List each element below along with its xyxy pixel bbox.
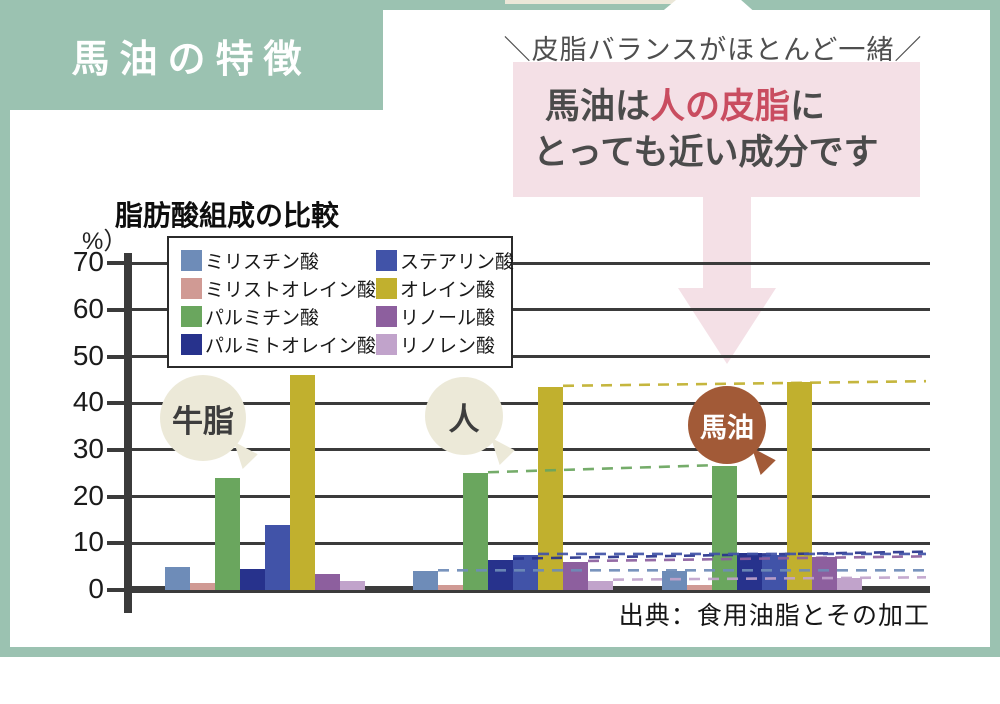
- dashed-link-オレイン酸: [562, 379, 927, 388]
- y-tick-mark: [107, 447, 127, 452]
- dashed-link-リノレン酸: [612, 576, 927, 581]
- top-border-notch: [660, 0, 756, 13]
- grid-line-30: [130, 448, 930, 452]
- legend-item-リノレン酸: リノレン酸: [376, 330, 514, 358]
- y-tick-label: 70: [72, 246, 104, 278]
- tagline-text: ＼皮脂バランスがほとんど一緒／: [503, 35, 923, 65]
- legend-label: ミリストオレイン酸: [205, 279, 377, 301]
- y-tick-mark: [107, 401, 127, 406]
- chart-title: 脂肪酸組成の比較: [115, 200, 340, 231]
- group-bubble-人: 人: [425, 377, 503, 455]
- callout-line-1: 馬油は人の皮脂に: [513, 84, 825, 130]
- y-tick-label: 0: [88, 573, 104, 604]
- page-title: 馬油の特徴: [71, 38, 312, 81]
- dashed-link-パルミトオレイン酸: [512, 550, 927, 560]
- dashed-link-リノール酸: [587, 555, 927, 563]
- legend-item-リノール酸: リノール酸: [376, 302, 514, 330]
- legend-item-ミリストオレイン酸: ミリストオレイン酸: [181, 274, 376, 302]
- y-axis-line: [124, 253, 132, 613]
- legend-swatch: [181, 333, 202, 355]
- legend-swatch: [181, 277, 202, 299]
- legend-label: オレイン酸: [400, 279, 496, 301]
- y-tick-label: 10: [72, 526, 104, 558]
- y-tick-label: 20: [72, 479, 104, 511]
- legend-swatch: [376, 277, 398, 299]
- grid-line-70: [130, 261, 930, 265]
- callout-text: 馬油は: [545, 86, 651, 126]
- legend-item-ステアリン酸: ステアリン酸: [376, 246, 514, 274]
- group-bubble-馬油: 馬油: [688, 386, 766, 464]
- y-tick-label: 40: [72, 386, 104, 418]
- legend-label: ミリスチン酸: [205, 251, 320, 273]
- bar-牛脂-パルミチン酸: [215, 477, 240, 590]
- bar-牛脂-リノール酸: [315, 573, 340, 590]
- legend-swatch: [376, 305, 398, 327]
- grid-line-50: [130, 355, 930, 358]
- legend-swatch: [181, 305, 202, 327]
- bar-馬油-リノレン酸: [837, 578, 862, 590]
- bar-馬油-ミリストオレイン酸: [687, 585, 712, 590]
- grid-line-20: [130, 495, 930, 499]
- cropped-top-decoration: [505, 0, 676, 4]
- y-tick-mark: [107, 307, 127, 312]
- bar-人-ミリスチン酸: [413, 571, 438, 590]
- dashed-link-パルミチン酸: [487, 463, 713, 474]
- legend-label: パルミトオレイン酸: [205, 335, 377, 357]
- y-tick-mark: [107, 261, 127, 266]
- grid-line-40: [130, 401, 930, 405]
- bar-人-ステアリン酸: [513, 554, 538, 590]
- grid-line-10: [130, 541, 930, 545]
- callout-box: 馬油は人の皮脂に とっても近い成分です: [513, 62, 920, 197]
- bar-人-リノレン酸: [588, 580, 613, 590]
- legend-swatch: [181, 249, 202, 271]
- y-tick-mark: [107, 494, 127, 499]
- bar-牛脂-リノレン酸: [340, 580, 365, 590]
- y-tick-mark: [107, 541, 127, 546]
- legend-item-パルミチン酸: パルミチン酸: [181, 302, 376, 330]
- legend-item-パルミトオレイン酸: パルミトオレイン酸: [181, 330, 376, 358]
- y-axis-unit: %）: [82, 228, 128, 255]
- bar-人-パルミトオレイン酸: [488, 559, 513, 590]
- callout-emphasis: 人の皮脂: [650, 86, 791, 126]
- bar-馬油-オレイン酸: [787, 382, 812, 590]
- y-tick-mark: [107, 354, 127, 359]
- bar-牛脂-パルミトオレイン酸: [240, 568, 265, 590]
- legend-item-ミリスチン酸: ミリスチン酸: [181, 246, 376, 274]
- legend-swatch: [376, 249, 398, 271]
- y-tick-label: 30: [72, 432, 104, 464]
- y-tick-label: 60: [72, 292, 104, 324]
- legend-label: リノール酸: [400, 307, 496, 329]
- legend-label: ステアリン酸: [400, 251, 515, 273]
- bar-牛脂-ミリスチン酸: [165, 566, 190, 590]
- callout-line-2: とっても近い成分です: [533, 132, 879, 172]
- y-tick-mark: [107, 588, 127, 592]
- legend-label: リノレン酸: [400, 335, 496, 357]
- group-bubble-牛脂: 牛脂: [160, 375, 246, 461]
- bar-人-オレイン酸: [538, 386, 563, 590]
- bar-牛脂-ミリストオレイン酸: [190, 582, 215, 590]
- callout-text-post: に: [790, 86, 826, 126]
- bar-人-ミリストオレイン酸: [438, 585, 463, 590]
- source-citation: 出典：食用油脂とその加工: [618, 602, 930, 630]
- y-tick-label: 50: [72, 339, 104, 371]
- bar-人-リノール酸: [563, 561, 588, 590]
- bar-馬油-ミリスチン酸: [662, 571, 687, 590]
- legend-swatch: [376, 333, 398, 355]
- legend-item-オレイン酸: オレイン酸: [376, 274, 514, 302]
- bar-馬油-リノール酸: [812, 557, 837, 590]
- grid-line-60: [130, 308, 930, 312]
- legend: ミリスチン酸ミリストオレイン酸 パルミチン酸パルミトオレイン酸 ステアリン酸 オレイン…: [167, 236, 514, 368]
- down-arrow-head: [678, 288, 776, 364]
- legend-label: パルミチン酸: [205, 307, 320, 329]
- bar-牛脂-ステアリン酸: [265, 524, 290, 590]
- header-banner: 馬油の特徴: [0, 0, 383, 110]
- bar-牛脂-オレイン酸: [290, 375, 315, 590]
- down-arrow-shaft: [703, 196, 751, 289]
- bar-馬油-ステアリン酸: [762, 554, 787, 590]
